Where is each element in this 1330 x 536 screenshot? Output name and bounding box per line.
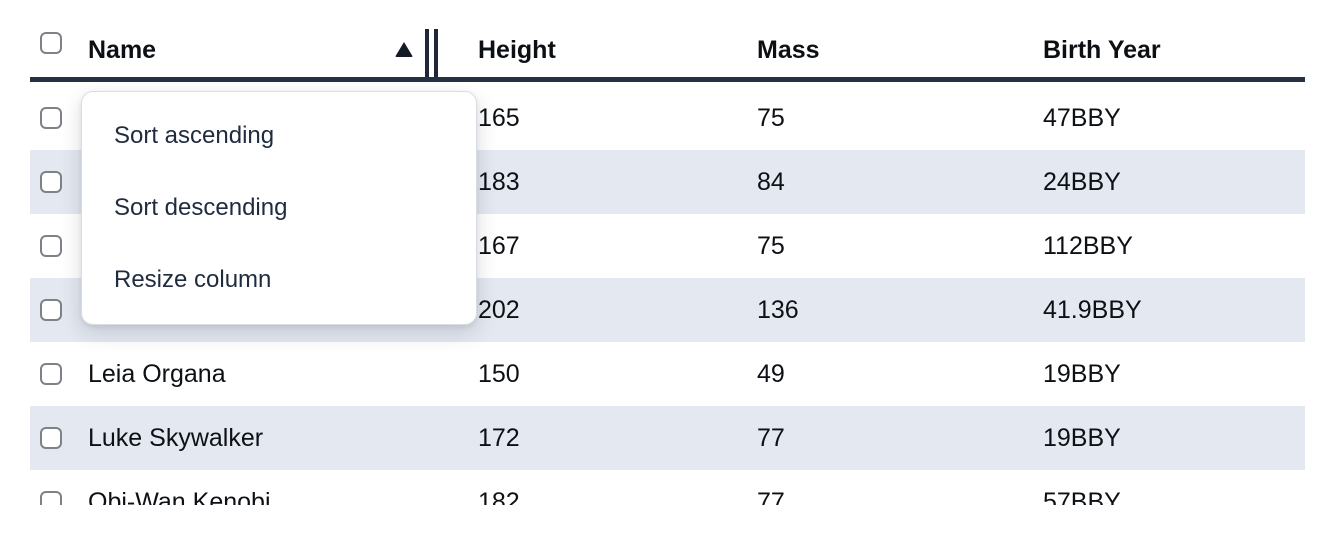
cell-birth-year: 47BBY — [1043, 104, 1121, 132]
select-all-checkbox[interactable] — [40, 32, 62, 54]
row-checkbox[interactable] — [40, 363, 62, 385]
cell-birth-year: 19BBY — [1043, 424, 1121, 452]
table-viewport: Name Height Mass Birth Year — [30, 0, 1305, 505]
menu-item-sort-descending[interactable]: Sort descending — [114, 194, 288, 221]
row-checkbox[interactable] — [40, 427, 62, 449]
cell-height: 202 — [478, 296, 520, 324]
row-checkbox[interactable] — [40, 107, 62, 129]
row-checkbox[interactable] — [40, 171, 62, 193]
cell-birth-year: 41.9BBY — [1043, 296, 1142, 324]
cell-mass: 77 — [757, 424, 785, 452]
cell-mass: 49 — [757, 360, 785, 388]
row-select-cell — [30, 427, 80, 449]
column-resize-handle[interactable] — [425, 29, 438, 77]
sort-ascending-icon — [395, 42, 413, 57]
cell-mass: 136 — [757, 296, 799, 324]
table-header: Name Height Mass Birth Year — [30, 0, 1305, 82]
cell-mass: 84 — [757, 168, 785, 196]
table-row: 165 75 47BBY — [30, 86, 1305, 150]
row-select-cell — [30, 299, 80, 321]
cell-height: 183 — [478, 168, 520, 196]
row-select-cell — [30, 171, 80, 193]
row-checkbox[interactable] — [40, 235, 62, 257]
row-select-cell — [30, 363, 80, 385]
column-header-mass-label: Mass — [757, 36, 820, 64]
cell-height: 150 — [478, 360, 520, 388]
table-row: 167 75 112BBY — [30, 214, 1305, 278]
column-context-menu: Sort ascending Sort descending Resize co… — [81, 91, 477, 325]
cell-birth-year: 57BBY — [1043, 488, 1121, 505]
cell-birth-year: 19BBY — [1043, 360, 1121, 388]
cell-mass: 75 — [757, 104, 785, 132]
cell-height: 172 — [478, 424, 520, 452]
row-select-cell — [30, 491, 80, 505]
row-select-cell — [30, 235, 80, 257]
cell-name: Obi-Wan Kenobi — [88, 488, 271, 505]
column-header-name-label: Name — [88, 36, 157, 64]
column-header-height-label: Height — [478, 36, 556, 64]
table-row: Luke Skywalker 172 77 19BBY — [30, 406, 1305, 470]
column-header-birth-year[interactable]: Birth Year — [1010, 37, 1305, 77]
table-row: Obi-Wan Kenobi 182 77 57BBY — [30, 470, 1305, 505]
cell-height: 182 — [478, 488, 520, 505]
cell-birth-year: 112BBY — [1043, 232, 1133, 260]
column-header-birth-year-label: Birth Year — [1043, 36, 1161, 64]
menu-item-sort-ascending[interactable]: Sort ascending — [114, 122, 275, 149]
cell-mass: 77 — [757, 488, 785, 505]
select-all-cell — [30, 32, 80, 77]
cell-height: 165 — [478, 104, 520, 132]
cell-name: Luke Skywalker — [88, 424, 264, 452]
cell-mass: 75 — [757, 232, 785, 260]
menu-item-resize-column[interactable]: Resize column — [114, 266, 272, 293]
row-checkbox[interactable] — [40, 299, 62, 321]
row-select-cell — [30, 107, 80, 129]
column-header-name[interactable]: Name — [80, 29, 440, 77]
cell-height: 167 — [478, 232, 520, 260]
row-checkbox[interactable] — [40, 491, 62, 505]
column-header-mass[interactable]: Mass — [720, 37, 1010, 77]
cell-name: Leia Organa — [88, 360, 226, 388]
table-row: Leia Organa 150 49 19BBY — [30, 342, 1305, 406]
cell-birth-year: 24BBY — [1043, 168, 1121, 196]
column-header-height[interactable]: Height — [440, 37, 720, 77]
